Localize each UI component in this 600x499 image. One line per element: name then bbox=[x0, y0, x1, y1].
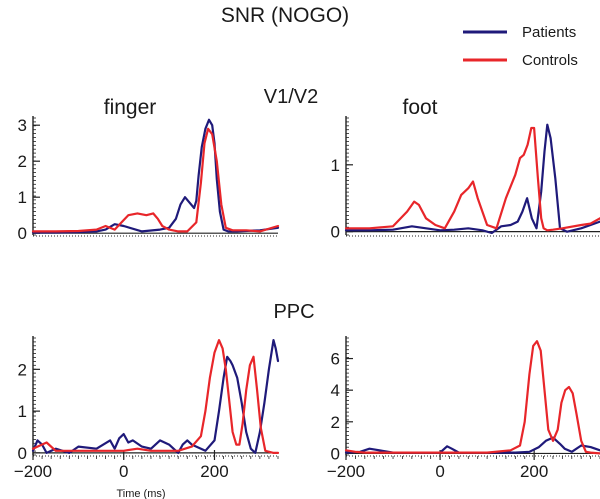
legend-label-controls: Controls bbox=[522, 52, 578, 69]
y-tick-label: 6 bbox=[331, 350, 340, 369]
y-tick-label: 2 bbox=[331, 413, 340, 432]
y-tick-label: 0 bbox=[331, 223, 340, 242]
series-line-patients bbox=[344, 123, 600, 235]
y-tick-label: 1 bbox=[18, 402, 27, 421]
x-tick-label: 200 bbox=[200, 462, 228, 481]
panel-title-foot: foot bbox=[402, 96, 437, 119]
y-tick-label: 2 bbox=[18, 152, 27, 171]
y-tick-label: 1 bbox=[18, 188, 27, 207]
series-line-controls bbox=[31, 339, 280, 454]
series-line-controls bbox=[31, 127, 280, 233]
y-tick-label: 1 bbox=[331, 156, 340, 175]
figure-title: SNR (NOGO) bbox=[221, 4, 349, 27]
panel-title-finger: finger bbox=[104, 96, 157, 119]
y-tick-label: 2 bbox=[18, 360, 27, 379]
series-line-patients bbox=[31, 118, 280, 234]
y-tick-label: 4 bbox=[331, 381, 340, 400]
legend-label-patients: Patients bbox=[522, 24, 576, 41]
x-tick-label: 200 bbox=[520, 462, 548, 481]
series-line-controls bbox=[344, 126, 600, 232]
y-tick-label: 0 bbox=[18, 444, 27, 463]
x-tick-label: 0 bbox=[119, 462, 128, 481]
row-title-v1v2: V1/V2 bbox=[264, 86, 318, 108]
x-tick-label: −200 bbox=[14, 462, 52, 481]
panel-foot-v1v2: 01 bbox=[331, 116, 600, 242]
panel-finger-v1v2: 0 1 2 3 bbox=[18, 116, 280, 243]
legend: Patients Controls bbox=[463, 24, 578, 69]
x-tick-label: −200 bbox=[327, 462, 365, 481]
x-tick-label: 0 bbox=[435, 462, 444, 481]
y-tick-label: 0 bbox=[18, 224, 27, 243]
row-title-ppc: PPC bbox=[273, 301, 314, 323]
x-axis-label: Time (ms) bbox=[116, 488, 165, 499]
series-line-controls bbox=[344, 340, 600, 455]
series-line-patients bbox=[31, 339, 280, 454]
y-tick-label: 0 bbox=[331, 444, 340, 463]
series-line-patients bbox=[344, 436, 600, 454]
panel-finger-ppc: 012−200 0 200 bbox=[14, 336, 280, 481]
y-tick-label: 3 bbox=[18, 116, 27, 135]
